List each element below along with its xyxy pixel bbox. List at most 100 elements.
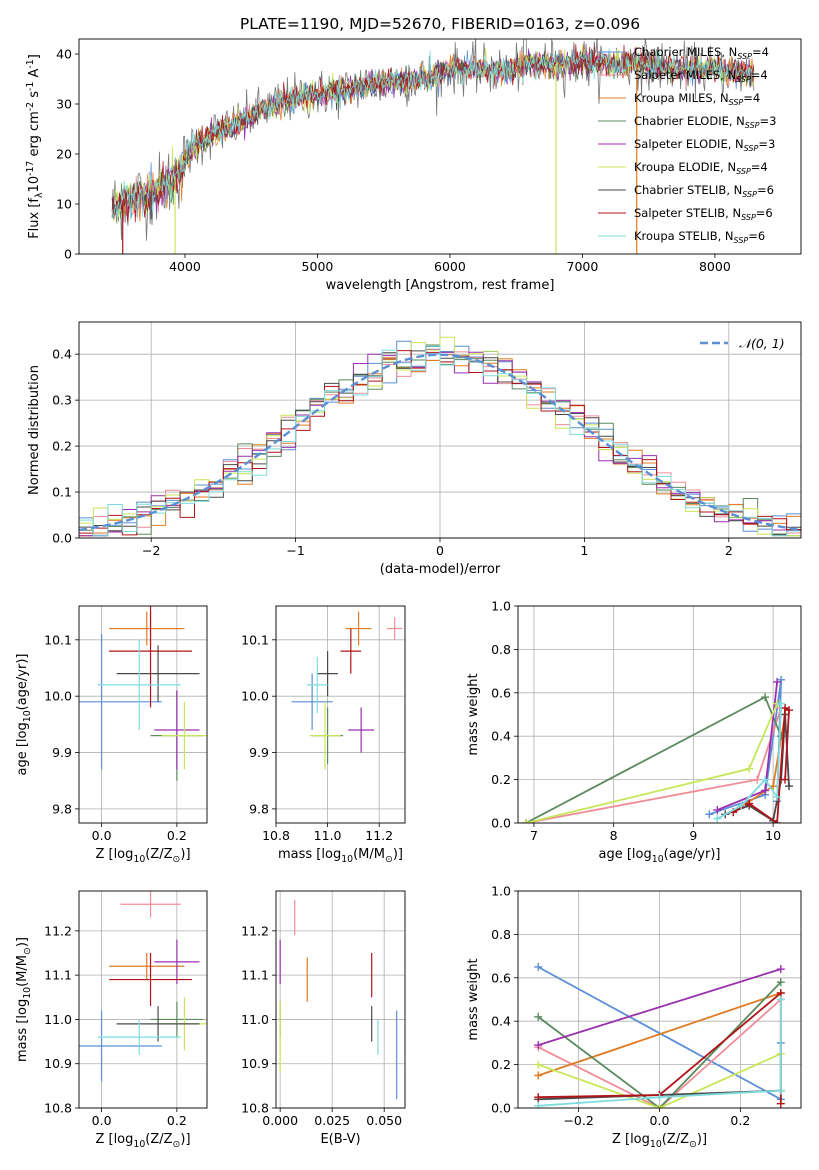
legend-sub: SSP	[741, 213, 756, 222]
legend-suffix: =4	[751, 160, 768, 174]
tick-label-y: 10.1	[44, 632, 72, 647]
errorbar-chabrier-stelib	[116, 1006, 200, 1042]
tick-label-x: 8000	[699, 259, 731, 274]
legend-label-salpeter-miles: Salpeter MILES, NSSP=4	[634, 68, 768, 84]
label-span: -1	[25, 59, 36, 68]
plot-area	[291, 611, 403, 770]
label-span: Flux [f	[27, 198, 42, 239]
tick-label-y: 9.9	[249, 745, 269, 760]
tick-label-y: 0.1	[52, 485, 72, 500]
tick-label-x: 4000	[169, 259, 201, 274]
plot-area	[534, 962, 785, 1108]
tick-label-y: 10.1	[241, 632, 269, 647]
tick-label-x: 9	[689, 828, 697, 843]
legend-label-salpeter-stelib: Salpeter STELIB, NSSP=6	[634, 206, 773, 222]
label-span: 10	[27, 176, 42, 193]
axes-frame	[517, 605, 802, 824]
tick-label-x: 0.0	[92, 828, 112, 843]
tick-label-y: 0.4	[491, 729, 511, 744]
panel-mass_vs_Z: 0.0 0.210.810.911.011.111.2Z [log10(Z/Z⊙)…	[15, 890, 208, 1150]
errorbar-kroupa-stelib	[306, 656, 328, 714]
label-span: 10	[650, 1139, 662, 1150]
y-axis-label: Flux [fλ10-17 erg cm-2 s-1 A-1]	[25, 54, 45, 239]
legend-text: Chabrier MILES, N	[634, 45, 737, 59]
series-line	[537, 981, 782, 1108]
tick-label-y: 9.9	[52, 745, 72, 760]
tick-label-x: 11.0	[314, 828, 342, 843]
axes-frame	[78, 890, 208, 1109]
tick-label-x: 0.2	[167, 828, 187, 843]
ticks: −0.2 0.0 0.2 0.0 0.2 0.4 0.6 0.8 1.0	[491, 884, 750, 1129]
errorbar-salpeter-stelib	[340, 628, 362, 674]
errorbar-chabrier-miles	[291, 673, 333, 730]
label-span: 10	[341, 854, 353, 865]
tick-label-y: 10.8	[241, 1101, 269, 1116]
legend-text: Chabrier STELIB, N	[634, 183, 742, 197]
series-kroupa-stelib	[713, 699, 786, 823]
label-span: )]	[180, 847, 190, 862]
tick-label-y: 0.0	[491, 1101, 511, 1116]
errorbar-salpeter-stelib	[109, 606, 192, 708]
label-span: )]	[697, 1132, 707, 1147]
label-span: )]	[393, 847, 403, 862]
ticks: 10.8 11.0 11.2 9.8 9.9 10.0 10.1	[241, 632, 393, 843]
legend-sub: SSP	[742, 190, 757, 199]
errorbar-kroupa-miles	[109, 611, 185, 646]
tick-label-y: 0.8	[491, 927, 511, 942]
legend-text: Salpeter STELIB, N	[634, 206, 741, 220]
legend-label-kroupa-stelib: Kroupa STELIB, NSSP=6	[634, 229, 765, 245]
tick-label-x: 10	[765, 828, 781, 843]
tick-label-y: 0.3	[52, 393, 72, 408]
label-span: 10	[133, 1139, 145, 1150]
panel-age_vs_Z: 0.0 0.29.89.910.010.1Z [log10(Z/Z⊙)]age […	[15, 605, 208, 865]
legend-suffix: =3	[760, 114, 777, 128]
ticks: 0.0 0.2 9.8 9.9 10.0 10.1	[44, 632, 187, 843]
tick-label-y: 20	[56, 147, 72, 162]
errorbar-kroupa-miles	[345, 611, 372, 646]
errorbar-kroupa-miles	[109, 953, 185, 980]
histogram-kroupa-stelib	[79, 345, 801, 537]
label-span: (Z/Z	[145, 847, 172, 862]
tick-label-x: 5000	[302, 259, 334, 274]
spectrum-chabrier-stelib	[111, 49, 755, 220]
label-span: λ	[34, 192, 45, 198]
label-span: (M/M	[353, 847, 385, 862]
series-salpeter-elodie	[713, 677, 782, 814]
label-span: Z [log	[95, 1132, 133, 1147]
series-line	[537, 968, 782, 1046]
tick-label-y: 0	[64, 247, 72, 262]
label-span: 10	[22, 987, 33, 999]
label-span: mass [log	[278, 847, 341, 862]
label-span: mass [log	[15, 999, 30, 1062]
errorbar-kroupa-stelib	[97, 1019, 181, 1055]
tick-label-y: 0.2	[491, 772, 511, 787]
legend-text: Kroupa ELODIE, N	[634, 160, 736, 174]
legend-sub: SSP	[744, 144, 759, 153]
label-span: -2	[25, 102, 36, 111]
tick-label-x: 0.0	[650, 1113, 670, 1128]
plot-area	[111, 39, 755, 254]
tick-label-x: 11.2	[365, 828, 393, 843]
tick-label-x: −2	[142, 543, 160, 558]
panel-spectrum: 4000 5000 6000 7000 8000 0 10 20 30 40 wavelength …	[25, 38, 802, 293]
errorbar-kroupa-stelib	[97, 639, 181, 730]
legend-label-kroupa-miles: Kroupa MILES, NSSP=4	[634, 91, 760, 107]
errorbar-salpeter-miles	[386, 617, 403, 640]
tick-label-y: 1.0	[491, 884, 511, 899]
series-line	[537, 998, 782, 1108]
label-span: Z [log	[612, 1132, 650, 1147]
tick-label-x: −0.2	[563, 1113, 593, 1128]
plot-area	[521, 675, 794, 823]
tick-label-y: 11.1	[241, 968, 269, 983]
label-span: ]	[27, 54, 42, 59]
tick-label-x: 0	[436, 543, 444, 558]
spectrum-kroupa-stelib	[111, 48, 755, 221]
tick-label-y: 10	[56, 197, 72, 212]
tick-label-y: 0.2	[52, 439, 72, 454]
tick-label-y: 10.9	[44, 1056, 72, 1071]
axes-frame	[78, 605, 208, 824]
legend-sub: SSP	[737, 52, 752, 61]
gaussian-curve	[79, 353, 801, 532]
tick-label-y: 0.4	[491, 1014, 511, 1029]
